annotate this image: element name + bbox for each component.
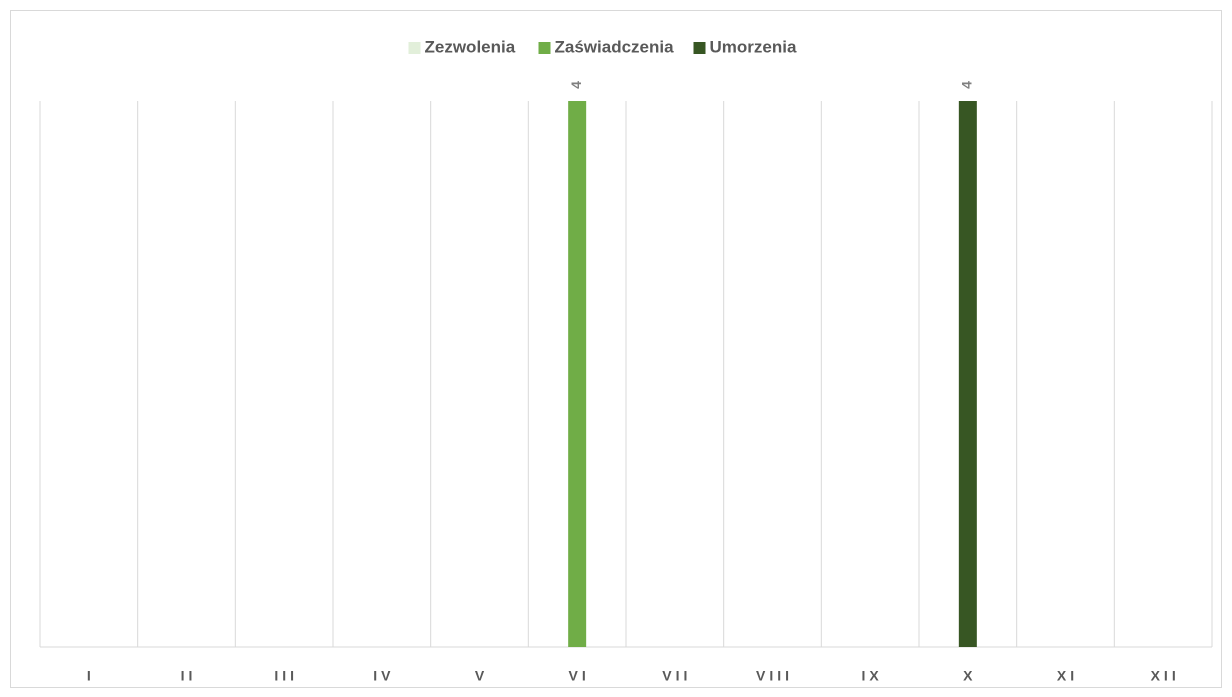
chart-border [10, 10, 1222, 688]
legend-swatch [408, 42, 421, 54]
data-label: 4 [568, 81, 584, 89]
x-tick-label: XI [1057, 668, 1078, 684]
x-tick-label: II [181, 668, 197, 684]
bar [568, 101, 587, 647]
bar [958, 101, 977, 647]
legend-label: Zaświadczenia [555, 37, 675, 56]
x-tick-label: VII [662, 668, 691, 684]
x-tick-label: V [475, 668, 488, 684]
x-tick-label: IX [862, 668, 883, 684]
x-tick-label: VIII [756, 668, 793, 684]
legend-swatch [538, 42, 551, 54]
x-tick-label: I [87, 668, 95, 684]
x-tick-label: IV [373, 668, 394, 684]
x-tick-label: VI [569, 668, 590, 684]
legend-label: Umorzenia [710, 37, 797, 56]
x-tick-label: X [963, 668, 976, 684]
x-tick-label: XII [1151, 668, 1180, 684]
x-tick-label: III [274, 668, 298, 684]
data-label: 4 [959, 81, 975, 89]
legend-label: Zezwolenia [425, 37, 516, 56]
legend-swatch [693, 42, 706, 54]
